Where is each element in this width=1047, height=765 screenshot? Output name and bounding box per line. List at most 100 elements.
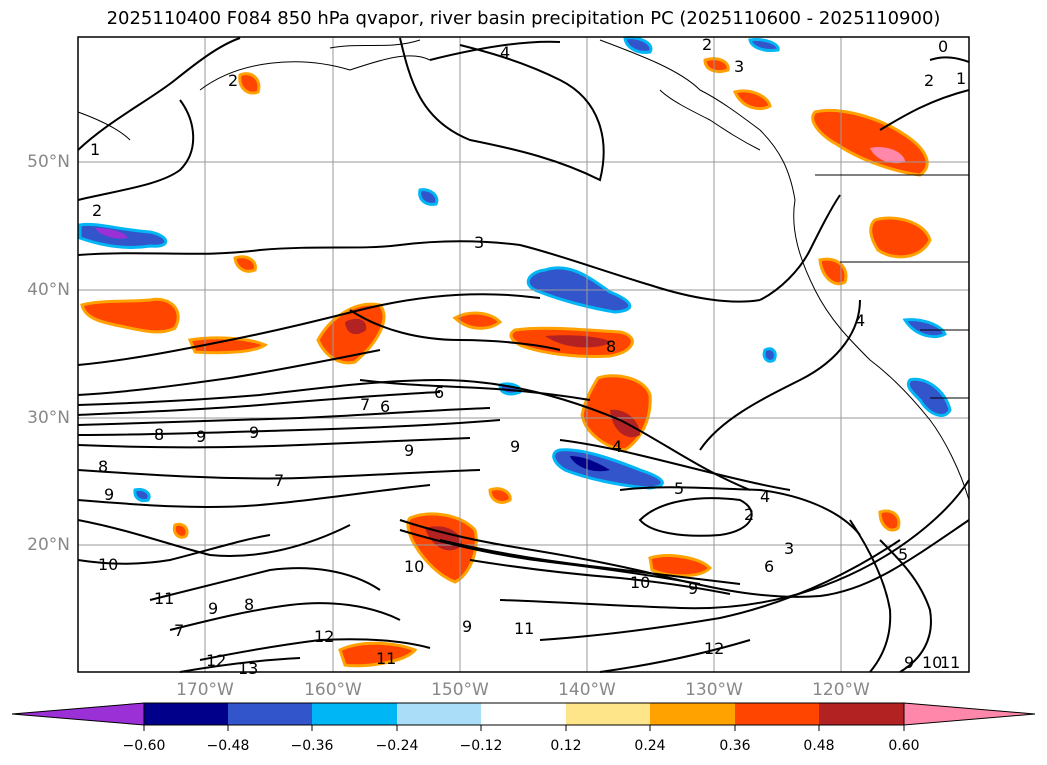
colorbar-tick-label: −0.12 <box>459 738 503 754</box>
contour-label: 0 <box>938 37 948 56</box>
contour-label: 1 <box>90 140 100 159</box>
contour-label: 8 <box>244 595 254 614</box>
colorbar-bin <box>144 703 228 725</box>
colorbar <box>11 702 1036 731</box>
shaded-region <box>452 311 503 330</box>
colorbar-bin <box>566 703 650 725</box>
shaded-region <box>906 377 952 417</box>
shaded-region <box>238 72 261 95</box>
contour-label: 9 <box>196 427 206 446</box>
shaded-region <box>818 257 848 286</box>
shaded-region <box>703 57 730 74</box>
contour-label: 4 <box>855 311 865 330</box>
contour-label: 11 <box>514 619 534 638</box>
colorbar-frame <box>143 702 905 726</box>
lat-label: 20°N <box>27 535 70 555</box>
contour-label: 12 <box>314 627 334 646</box>
shaded-region <box>811 108 929 177</box>
colorbar-bin <box>312 703 397 725</box>
contour-label: 10 <box>922 653 942 672</box>
colorbar-bin <box>650 703 735 725</box>
lon-label: 160°W <box>304 680 362 700</box>
contour-label: 11 <box>940 653 960 672</box>
shaded-anomaly-layer <box>78 36 952 668</box>
shaded-region <box>762 347 777 363</box>
colorbar-tick-label: −0.60 <box>122 738 166 754</box>
contour-label: 11 <box>154 589 174 608</box>
contour-label: 9 <box>404 441 414 460</box>
colorbar-bin <box>228 703 312 725</box>
contour-label: 9 <box>462 617 472 636</box>
shaded-region <box>488 487 512 504</box>
contour-label: 3 <box>734 57 744 76</box>
shaded-region <box>648 554 713 578</box>
colorbar-tick-label: −0.36 <box>290 738 334 754</box>
contour-label: 7 <box>360 395 370 414</box>
contour-label: 2 <box>924 71 934 90</box>
lon-label: 150°W <box>431 680 489 700</box>
contour-label: 4 <box>760 487 770 506</box>
contour-label: 7 <box>174 621 184 640</box>
contour-label: 12 <box>206 651 226 670</box>
contour-label: 9 <box>510 437 520 456</box>
shaded-region <box>570 456 610 472</box>
shaded-region <box>233 255 257 273</box>
lon-label: 170°W <box>176 680 234 700</box>
shaded-region <box>418 188 439 206</box>
contour-label: 5 <box>674 479 684 498</box>
shaded-region <box>623 36 653 54</box>
contour-label: 4 <box>612 437 622 456</box>
colorbar-tick-label: −0.24 <box>375 738 419 754</box>
contour-label: 10 <box>98 555 118 574</box>
contour-label: 8 <box>98 457 108 476</box>
map-title: 2025110400 F084 850 hPa qvapor, river ba… <box>106 8 941 29</box>
lon-label: 120°W <box>812 680 870 700</box>
contour-label: 8 <box>606 337 616 356</box>
colorbar-bin <box>397 703 481 725</box>
colorbar-tick-label: −0.48 <box>206 738 250 754</box>
lat-label: 50°N <box>27 152 70 172</box>
shaded-region <box>902 318 947 339</box>
colorbar-extend-low <box>11 702 145 726</box>
contour-label: 9 <box>104 485 114 504</box>
colorbar-bin <box>819 703 904 725</box>
contour-label: 6 <box>764 557 774 576</box>
contour-label-layer: 2 4 2 3 0 1 2 1 2 3 4 8 6 7 6 8 9 9 9 9 … <box>90 35 966 678</box>
contour-label: 2 <box>744 505 754 524</box>
contour-label: 9 <box>208 599 218 618</box>
lon-label: 130°W <box>685 680 743 700</box>
shaded-region <box>338 641 418 668</box>
contour-label: 10 <box>630 573 650 592</box>
contour-label: 2 <box>228 71 238 90</box>
colorbar-tick-label: 0.12 <box>550 738 582 754</box>
shaded-region <box>732 89 772 111</box>
colorbar-tick-label: 0.24 <box>634 738 666 754</box>
contour-label: 9 <box>688 579 698 598</box>
contour-label: 7 <box>274 471 284 490</box>
contour-label: 6 <box>434 383 444 402</box>
contour-label: 3 <box>474 233 484 252</box>
coastlines <box>77 39 970 501</box>
contour-label: 9 <box>249 423 259 442</box>
shaded-region <box>133 488 151 502</box>
contour-label: 2 <box>92 201 102 220</box>
colorbar-extend-high <box>903 702 1036 726</box>
colorbar-tick-label: 0.60 <box>888 738 920 754</box>
contour-label: 12 <box>704 639 724 658</box>
shaded-region <box>345 318 367 335</box>
lat-label: 40°N <box>27 280 70 300</box>
contour-label: 4 <box>500 43 510 62</box>
contour-label: 8 <box>154 425 164 444</box>
shaded-region <box>869 216 932 259</box>
shaded-region <box>878 509 901 532</box>
shaded-region <box>95 228 128 239</box>
qvapor-contours <box>77 37 970 673</box>
shaded-region <box>545 335 612 348</box>
contour-label: 9 <box>904 653 914 672</box>
map-frame <box>77 36 970 673</box>
shaded-region <box>187 336 268 355</box>
contour-label: 6 <box>380 397 390 416</box>
colorbar-bin <box>481 703 566 725</box>
shaded-region <box>870 146 905 164</box>
